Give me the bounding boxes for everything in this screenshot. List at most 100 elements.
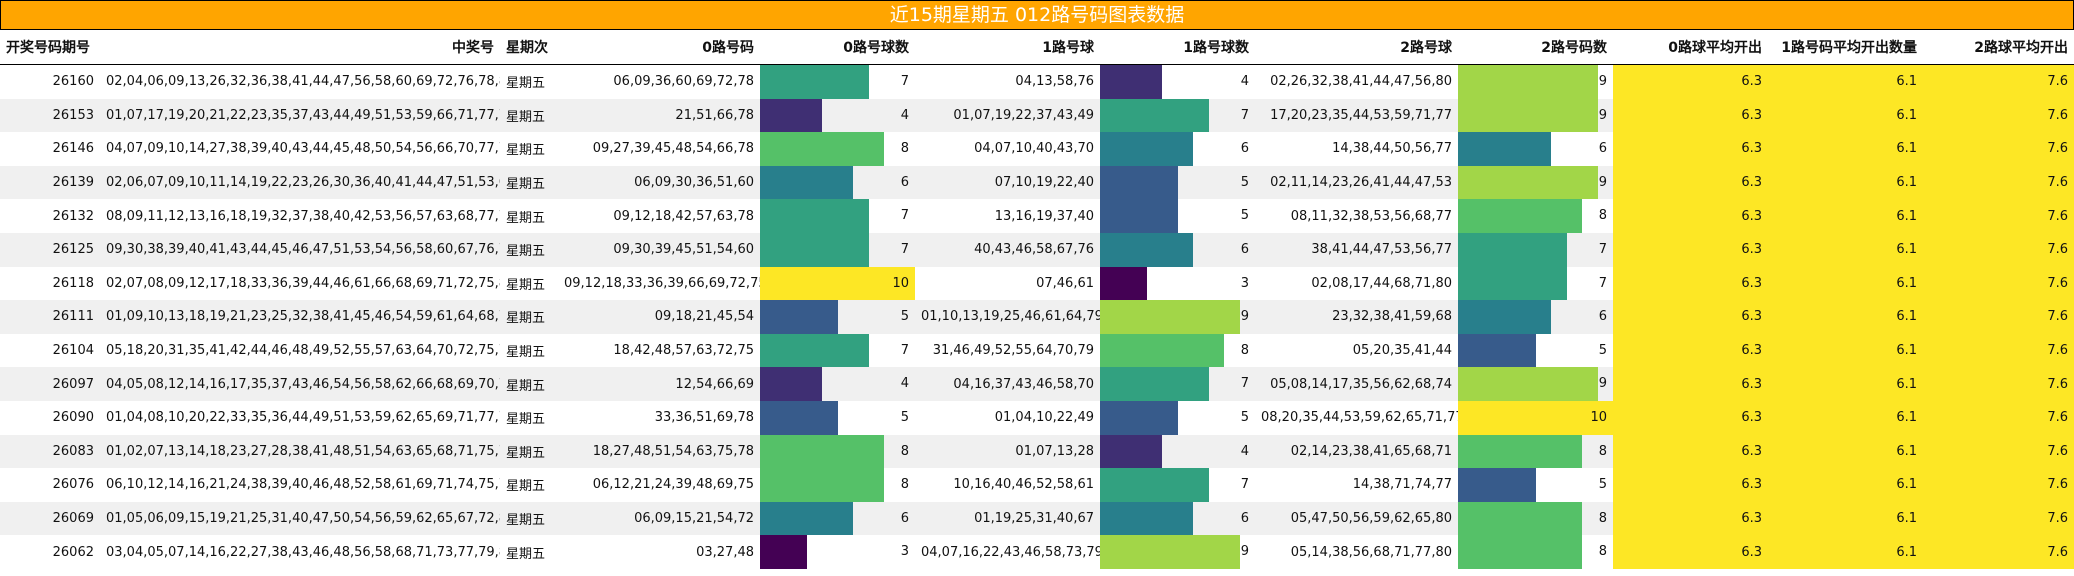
route0-count-cell: 3 — [760, 535, 915, 569]
route1-numbers-cell: 40,43,46,58,67,76 — [915, 232, 1100, 267]
table-body: 26160 02,04,06,09,13,26,32,36,38,41,44,47… — [0, 64, 2074, 569]
route0-average-cell: 6.3 — [1613, 367, 1768, 401]
count-value: 8 — [1240, 342, 1249, 358]
count-bar — [1458, 65, 1598, 99]
route1-count-cell: 7 — [1100, 98, 1255, 133]
route2-numbers-cell: 17,20,23,35,44,53,59,71,77 — [1255, 98, 1458, 133]
issue-cell: 26160 — [52, 74, 94, 90]
count-value: 8 — [900, 141, 909, 157]
count-bar — [760, 300, 838, 334]
issue-cell: 26153 — [0, 98, 100, 133]
weekday-cell: 星期五 — [506, 143, 546, 159]
route0-count-cell: 6 — [760, 501, 915, 536]
route2-average-cell: 7.6 — [1923, 300, 2074, 334]
count-bar — [760, 367, 822, 401]
header-route2-average: 2路球平均开出 — [1923, 30, 2074, 65]
route1-count-cell: 6 — [1100, 132, 1255, 166]
route0-average-cell: 6.3 — [1613, 232, 1768, 267]
count-bar — [1458, 132, 1551, 166]
route1-numbers-cell: 04,13,58,76 — [1015, 74, 1094, 90]
count-value: 4 — [900, 107, 909, 123]
route0-count-cell: 10 — [760, 266, 915, 301]
table-row: 26146 04,07,09,10,14,27,38,39,40,43,44,45… — [0, 132, 2074, 166]
route1-average-cell: 6.1 — [1768, 98, 1923, 133]
route0-numbers-cell: 06,09,36,60,69,72,78 — [613, 74, 754, 90]
count-bar — [1100, 300, 1240, 334]
route0-average-cell: 6.3 — [1613, 64, 1768, 99]
count-bar — [760, 501, 853, 536]
count-value: 7 — [900, 342, 909, 358]
route0-average-cell: 6.3 — [1613, 333, 1768, 368]
route0-average-cell: 6.3 — [1613, 468, 1768, 502]
route2-average-cell: 7.6 — [1923, 501, 2074, 536]
count-value: 4 — [900, 376, 909, 392]
count-bar — [1100, 333, 1224, 368]
route1-average-cell: 6.1 — [1768, 232, 1923, 267]
numbers-cell: 01,04,08,10,20,22,33,35,36,44,49,51,53,5… — [106, 410, 500, 426]
route2-count-cell: 6 — [1458, 132, 1613, 166]
weekday-cell: 星期五 — [500, 300, 558, 334]
route0-numbers-cell: 12,54,66,69 — [558, 367, 760, 401]
numbers-cell: 09,30,38,39,40,41,43,44,45,46,47,51,53,5… — [100, 232, 500, 267]
table-row: 26069 01,05,06,09,15,19,21,25,31,40,47,50… — [0, 501, 2074, 536]
route2-average-cell: 7.6 — [1923, 165, 2074, 200]
count-value: 10 — [1590, 409, 1607, 425]
route0-average-cell: 6.3 — [1613, 300, 1768, 334]
route2-numbers-cell: 02,26,32,38,41,44,47,56,80 — [1270, 74, 1452, 90]
route2-numbers-cell: 23,32,38,41,59,68 — [1255, 300, 1458, 334]
count-bar — [1458, 266, 1567, 301]
weekday-cell: 星期五 — [500, 232, 558, 267]
route0-count-cell: 7 — [760, 333, 915, 368]
count-value: 7 — [900, 74, 909, 89]
route1-numbers-cell: 01,19,25,31,40,67 — [915, 501, 1100, 536]
count-value: 8 — [1598, 443, 1607, 459]
route1-average-cell: 6.1 — [1768, 333, 1923, 368]
weekday-cell: 星期五 — [506, 277, 546, 293]
route2-average-cell: 7.6 — [1923, 434, 2074, 469]
table-row: 26125 09,30,38,39,40,41,43,44,45,46,47,51… — [0, 232, 2074, 267]
route0-count-cell: 8 — [760, 434, 915, 469]
route0-count-cell: 7 — [760, 65, 915, 99]
count-value: 8 — [1598, 544, 1607, 560]
count-bar — [1100, 367, 1209, 401]
weekday-cell: 星期五 — [500, 165, 558, 200]
numbers-cell: 02,06,07,09,10,11,14,19,22,23,26,30,36,4… — [100, 165, 500, 200]
route2-average-cell: 7.6 — [1923, 64, 2074, 99]
table-row: 26153 01,07,17,19,20,21,22,23,35,37,43,44… — [0, 98, 2074, 133]
count-value: 3 — [1240, 275, 1249, 291]
route2-average-cell: 7.6 — [1923, 367, 2074, 401]
weekday-cell: 星期五 — [506, 546, 546, 562]
route1-average-cell: 6.1 — [1768, 434, 1923, 469]
issue-cell: 26132 — [52, 208, 94, 224]
route2-numbers-cell: 05,08,14,17,35,56,62,68,74 — [1255, 367, 1458, 401]
route2-count-cell: 8 — [1458, 434, 1613, 469]
route1-average-cell: 6.1 — [1768, 199, 1923, 233]
count-bar — [760, 165, 853, 200]
count-value: 9 — [1240, 544, 1249, 560]
numbers-cell: 01,02,07,13,14,18,23,27,28,38,41,48,51,5… — [100, 434, 500, 469]
table-row: 26160 02,04,06,09,13,26,32,36,38,41,44,47… — [0, 64, 2074, 99]
table-row: 26139 02,06,07,09,10,11,14,19,22,23,26,30… — [0, 165, 2074, 200]
route1-count-cell: 4 — [1100, 65, 1255, 99]
table-row: 26132 08,09,11,12,13,16,18,19,32,37,38,40… — [0, 199, 2074, 233]
count-bar — [1100, 535, 1240, 569]
numbers-cell: 08,09,11,12,13,16,18,19,32,37,38,40,42,5… — [106, 208, 500, 224]
header-route1-average: 1路号码平均开出数量 — [1768, 30, 1923, 65]
route1-numbers-cell: 01,07,13,28 — [915, 434, 1100, 469]
count-bar — [1458, 300, 1551, 334]
route0-numbers-cell: 09,18,21,45,54 — [558, 300, 760, 334]
table-row: 26076 06,10,12,14,16,21,24,38,39,40,46,48… — [0, 468, 2074, 502]
issue-cell: 26139 — [0, 165, 100, 200]
route2-average-cell: 7.6 — [1923, 400, 2074, 435]
route2-average-cell: 7.6 — [1923, 132, 2074, 166]
route1-average-cell: 6.1 — [1768, 300, 1923, 334]
count-value: 9 — [1598, 74, 1607, 89]
route0-count-cell: 7 — [760, 232, 915, 267]
header-issue: 开奖号码期号 — [0, 30, 100, 65]
count-bar — [1458, 434, 1582, 469]
route1-numbers-cell: 04,07,10,40,43,70 — [974, 141, 1094, 157]
header-route2-numbers: 2路号球 — [1255, 30, 1458, 65]
count-bar — [760, 132, 884, 166]
count-value: 9 — [1598, 376, 1607, 392]
numbers-cell: 01,09,10,13,18,19,21,23,25,32,38,41,45,4… — [100, 300, 500, 334]
